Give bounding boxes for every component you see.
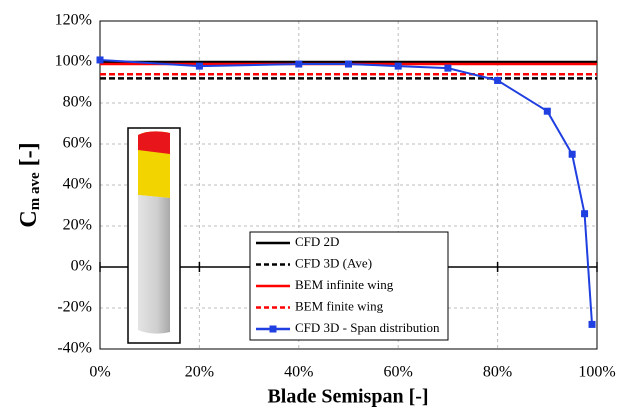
legend-marker [269, 325, 277, 333]
point-marker [96, 56, 104, 64]
y-tick-label: 0% [71, 258, 92, 275]
point-marker [494, 76, 502, 84]
point-marker [394, 62, 402, 70]
legend-label: BEM finite wing [295, 298, 384, 313]
x-tick-label: 80% [483, 364, 512, 381]
x-tick-label: 0% [89, 364, 110, 381]
legend-label: CFD 2D [295, 234, 339, 249]
point-marker [581, 210, 589, 218]
y-tick-label: 80% [63, 94, 92, 111]
y-tick-label: 100% [55, 53, 92, 70]
point-marker [295, 60, 303, 68]
y-label-unit: [-] [16, 142, 42, 166]
y-tick-label: 40% [63, 176, 92, 193]
y-axis-label: Cm ave [-] [16, 142, 44, 227]
y-tick-label: -40% [57, 340, 92, 357]
y-label-main: C [16, 210, 42, 227]
x-tick-label: 40% [284, 364, 313, 381]
blade-inset [127, 127, 181, 344]
x-tick-label: 100% [578, 364, 615, 381]
point-marker [195, 62, 203, 70]
y-tick-label: 20% [63, 217, 92, 234]
x-tick-label: 20% [185, 364, 214, 381]
blade-red [138, 131, 170, 154]
point-marker [588, 320, 596, 328]
y-tick-label: 120% [55, 12, 92, 29]
point-marker [543, 107, 551, 115]
x-axis-label: Blade Semispan [-] [267, 386, 428, 408]
y-tick-label: 60% [63, 135, 92, 152]
point-marker [345, 60, 352, 68]
blade-gray [138, 195, 170, 334]
legend-label: CFD 3D - Span distribution [295, 320, 440, 335]
legend-label: BEM infinite wing [295, 277, 394, 292]
legend-label: CFD 3D (Ave) [295, 255, 372, 270]
point-marker [444, 64, 452, 72]
plot-frame [99, 20, 598, 350]
y-tick-label: -20% [57, 299, 92, 316]
x-tick-label: 60% [384, 364, 413, 381]
y-label-subscript: m ave [27, 172, 43, 210]
point-marker [568, 150, 576, 158]
